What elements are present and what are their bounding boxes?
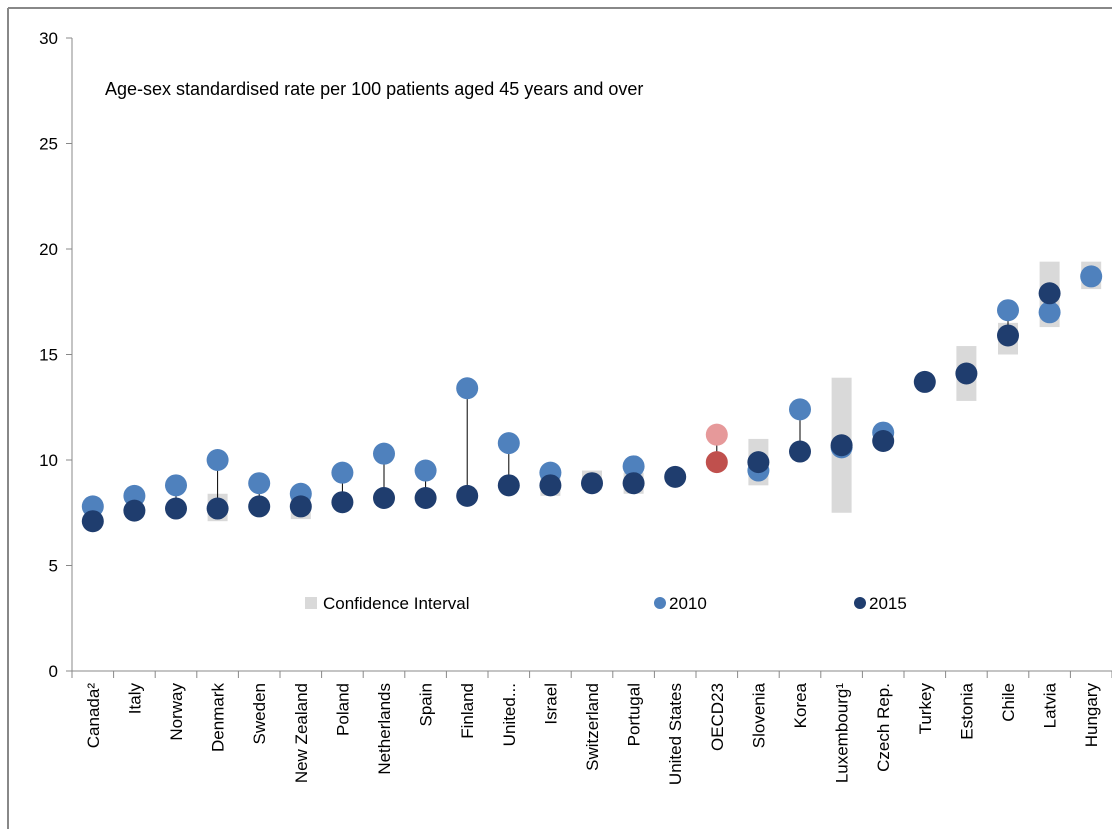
x-tick-label: Poland <box>333 683 352 736</box>
legend-label: 2010 <box>669 594 707 613</box>
dot-2015 <box>581 472 603 495</box>
legend-label: 2015 <box>869 594 907 613</box>
dot-2010 <box>414 459 437 482</box>
dot-2015 <box>664 465 687 488</box>
dot-2010 <box>789 398 811 421</box>
y-tick-label: 5 <box>49 557 58 576</box>
dot-2010 <box>1080 265 1103 288</box>
x-tick-label: OECD23 <box>708 683 727 751</box>
x-tick-label: Spain <box>417 683 436 726</box>
x-tick-label: Estonia <box>957 682 976 739</box>
dot-2015 <box>373 486 395 509</box>
x-tick-label: Luxembourg¹ <box>833 683 852 784</box>
dot-2015 <box>206 497 229 520</box>
dot-2015 <box>414 486 437 509</box>
y-tick-label: 30 <box>39 29 58 48</box>
x-tick-label: Sweden <box>250 683 269 744</box>
x-tick-label: Canada² <box>84 683 103 749</box>
y-tick-label: 15 <box>39 346 58 365</box>
dot-2015 <box>81 510 104 533</box>
dot-2010 <box>331 461 354 484</box>
dot-2015 <box>955 362 978 385</box>
x-tick-label: New Zealand <box>292 683 311 783</box>
y-tick-label: 25 <box>39 135 58 154</box>
y-tick-label: 0 <box>49 662 58 681</box>
dot-2015 <box>123 499 146 522</box>
dot-2010 <box>206 449 229 471</box>
x-tick-label: Switzerland <box>583 683 602 771</box>
dot-2015 <box>913 370 936 393</box>
x-tick-label: Korea <box>791 682 810 728</box>
x-tick-label: Czech Rep. <box>874 683 893 772</box>
legend-label: Confidence Interval <box>323 594 469 613</box>
x-tick-label: Hungary <box>1082 683 1101 748</box>
dot-2015 <box>539 474 562 497</box>
dot-2015 <box>165 497 187 520</box>
dot-2010 <box>456 377 479 400</box>
legend-swatch <box>305 597 317 609</box>
dot-2010 <box>497 432 520 455</box>
x-tick-label: Finland <box>458 683 477 739</box>
dot-2010 <box>622 455 645 478</box>
dot-2015 <box>997 324 1019 347</box>
dot-2015 <box>830 434 853 457</box>
dot-2015 <box>705 451 728 474</box>
dot-2010 <box>1038 301 1061 324</box>
dot-2015 <box>456 484 479 507</box>
dot-2010 <box>997 299 1019 322</box>
x-tick-label: Israel <box>541 683 560 725</box>
annotation: Age-sex standardised rate per 100 patien… <box>105 79 644 99</box>
legend-swatch <box>654 597 666 609</box>
x-tick-label: United... <box>500 683 519 746</box>
dot-2015 <box>497 474 520 497</box>
y-tick-label: 10 <box>39 451 58 470</box>
dot-2015 <box>248 495 271 518</box>
x-tick-label: Turkey <box>916 683 935 735</box>
dot-2015 <box>747 451 770 474</box>
dot-2015 <box>872 430 895 453</box>
x-tick-label: Netherlands <box>375 683 394 775</box>
dot-2010 <box>248 472 271 495</box>
x-tick-label: Slovenia <box>749 682 768 748</box>
x-tick-label: Denmark <box>209 683 228 752</box>
x-tick-label: Norway <box>167 683 186 741</box>
x-tick-label: United States <box>666 683 685 785</box>
dot-2015 <box>789 440 811 463</box>
x-tick-label: Italy <box>125 683 144 715</box>
x-tick-label: Portugal <box>625 683 644 746</box>
dot-2015 <box>331 491 354 514</box>
dot-2015 <box>622 472 645 495</box>
legend-swatch <box>854 597 866 609</box>
dot-2010 <box>165 474 187 497</box>
dot-2015 <box>289 495 312 518</box>
dot-2010 <box>705 423 728 446</box>
y-tick-label: 20 <box>39 240 58 259</box>
x-tick-label: Latvia <box>1041 682 1060 728</box>
dot-2010 <box>373 442 395 465</box>
x-tick-label: Chile <box>999 683 1018 722</box>
dot-2015 <box>1038 282 1061 305</box>
